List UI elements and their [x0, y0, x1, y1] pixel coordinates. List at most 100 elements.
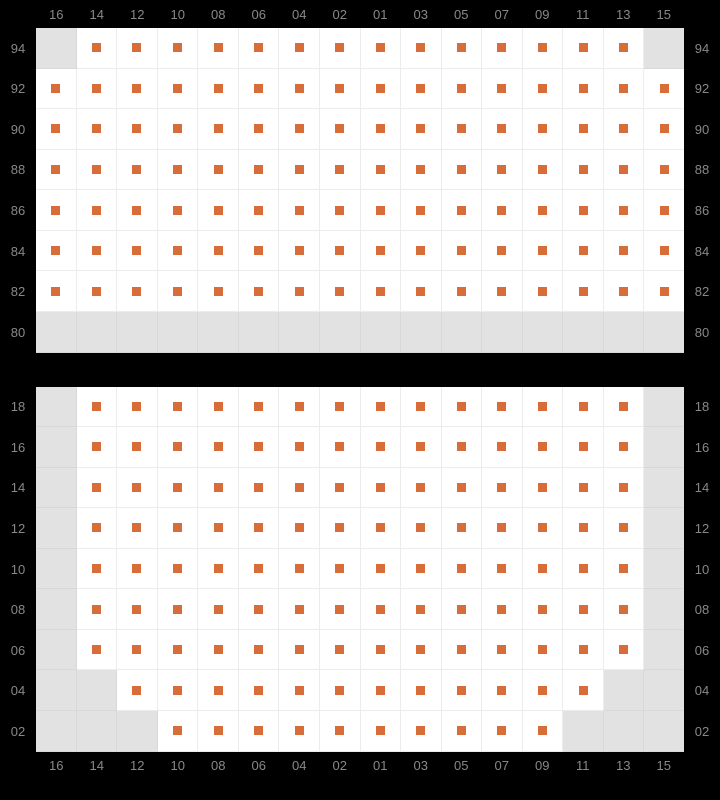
seat[interactable]	[320, 630, 361, 671]
seat[interactable]	[442, 630, 483, 671]
seat[interactable]	[523, 630, 564, 671]
seat[interactable]	[36, 271, 77, 312]
seat[interactable]	[361, 387, 402, 428]
seat[interactable]	[320, 231, 361, 272]
seat[interactable]	[482, 28, 523, 69]
seat[interactable]	[442, 508, 483, 549]
seat[interactable]	[117, 190, 158, 231]
seat[interactable]	[36, 190, 77, 231]
seat[interactable]	[279, 387, 320, 428]
seat[interactable]	[604, 69, 645, 110]
seat[interactable]	[482, 427, 523, 468]
seat[interactable]	[117, 109, 158, 150]
seat[interactable]	[482, 670, 523, 711]
seat[interactable]	[77, 271, 118, 312]
seat[interactable]	[482, 231, 523, 272]
seat[interactable]	[442, 150, 483, 191]
seat[interactable]	[361, 109, 402, 150]
seat[interactable]	[77, 630, 118, 671]
seat[interactable]	[604, 190, 645, 231]
seat[interactable]	[239, 109, 280, 150]
seat[interactable]	[442, 549, 483, 590]
seat[interactable]	[523, 231, 564, 272]
seat[interactable]	[239, 190, 280, 231]
seat[interactable]	[523, 271, 564, 312]
seat[interactable]	[279, 711, 320, 752]
seat[interactable]	[239, 711, 280, 752]
seat[interactable]	[198, 69, 239, 110]
seat[interactable]	[401, 589, 442, 630]
seat[interactable]	[604, 630, 645, 671]
seat[interactable]	[523, 711, 564, 752]
seat[interactable]	[401, 508, 442, 549]
seat[interactable]	[36, 109, 77, 150]
seat[interactable]	[117, 549, 158, 590]
seat[interactable]	[563, 508, 604, 549]
seat[interactable]	[279, 508, 320, 549]
seat[interactable]	[239, 468, 280, 509]
seat[interactable]	[77, 231, 118, 272]
seat[interactable]	[158, 711, 199, 752]
seat[interactable]	[77, 190, 118, 231]
seat[interactable]	[361, 427, 402, 468]
seat[interactable]	[158, 468, 199, 509]
seat[interactable]	[239, 508, 280, 549]
seat[interactable]	[482, 190, 523, 231]
seat[interactable]	[563, 109, 604, 150]
seat[interactable]	[117, 387, 158, 428]
seat[interactable]	[563, 150, 604, 191]
seat[interactable]	[523, 508, 564, 549]
seat[interactable]	[482, 508, 523, 549]
seat[interactable]	[158, 28, 199, 69]
seat[interactable]	[523, 150, 564, 191]
seat[interactable]	[604, 271, 645, 312]
seat[interactable]	[482, 549, 523, 590]
seat[interactable]	[563, 190, 604, 231]
seat[interactable]	[361, 271, 402, 312]
seat[interactable]	[158, 69, 199, 110]
seat[interactable]	[117, 271, 158, 312]
seat[interactable]	[279, 589, 320, 630]
seat[interactable]	[77, 109, 118, 150]
seat[interactable]	[361, 28, 402, 69]
seat[interactable]	[158, 150, 199, 191]
seat[interactable]	[523, 69, 564, 110]
seat[interactable]	[482, 69, 523, 110]
seat[interactable]	[320, 670, 361, 711]
seat[interactable]	[279, 109, 320, 150]
seat[interactable]	[401, 190, 442, 231]
seat[interactable]	[523, 109, 564, 150]
seat[interactable]	[401, 630, 442, 671]
seat[interactable]	[401, 387, 442, 428]
seat[interactable]	[320, 190, 361, 231]
seat[interactable]	[77, 468, 118, 509]
seat[interactable]	[563, 630, 604, 671]
seat[interactable]	[279, 427, 320, 468]
seat[interactable]	[279, 630, 320, 671]
seat[interactable]	[279, 231, 320, 272]
seat[interactable]	[117, 69, 158, 110]
seat[interactable]	[401, 231, 442, 272]
seat[interactable]	[401, 549, 442, 590]
seat[interactable]	[198, 190, 239, 231]
seat[interactable]	[117, 427, 158, 468]
seat[interactable]	[158, 508, 199, 549]
seat[interactable]	[563, 468, 604, 509]
seat[interactable]	[361, 711, 402, 752]
seat[interactable]	[198, 271, 239, 312]
seat[interactable]	[198, 28, 239, 69]
seat[interactable]	[117, 670, 158, 711]
seat[interactable]	[117, 589, 158, 630]
seat[interactable]	[523, 387, 564, 428]
seat[interactable]	[320, 150, 361, 191]
seat[interactable]	[77, 69, 118, 110]
seat[interactable]	[198, 549, 239, 590]
seat[interactable]	[442, 427, 483, 468]
seat[interactable]	[117, 231, 158, 272]
seat[interactable]	[482, 630, 523, 671]
seat[interactable]	[320, 711, 361, 752]
seat[interactable]	[401, 109, 442, 150]
seat[interactable]	[442, 670, 483, 711]
seat[interactable]	[239, 150, 280, 191]
seat[interactable]	[482, 150, 523, 191]
